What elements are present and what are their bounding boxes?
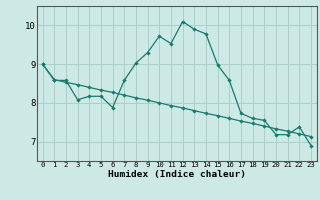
X-axis label: Humidex (Indice chaleur): Humidex (Indice chaleur) bbox=[108, 170, 246, 179]
